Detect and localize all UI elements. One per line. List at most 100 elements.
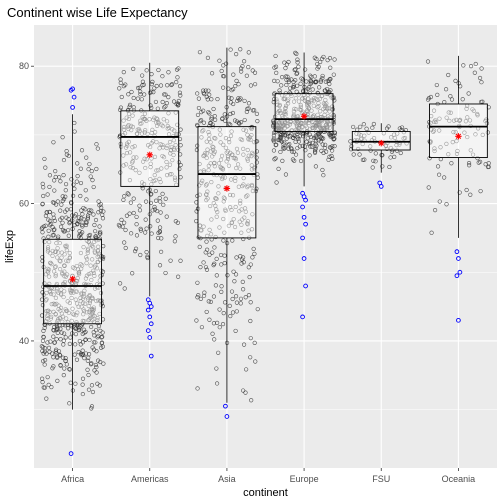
data-point bbox=[48, 260, 53, 266]
data-point bbox=[139, 121, 144, 126]
data-point bbox=[62, 263, 67, 268]
data-point bbox=[176, 102, 181, 107]
data-point bbox=[126, 192, 131, 197]
data-point bbox=[126, 116, 131, 122]
data-point bbox=[157, 225, 163, 230]
data-point bbox=[176, 147, 181, 153]
data-point bbox=[245, 193, 250, 198]
data-point bbox=[318, 79, 323, 85]
data-point bbox=[168, 151, 173, 156]
data-point bbox=[370, 125, 375, 130]
data-point bbox=[158, 199, 163, 204]
data-point bbox=[129, 89, 134, 95]
data-point bbox=[55, 378, 60, 383]
data-point bbox=[44, 297, 49, 302]
data-point bbox=[325, 58, 330, 63]
data-point bbox=[84, 261, 89, 266]
data-point bbox=[42, 346, 48, 351]
data-point bbox=[73, 381, 78, 386]
data-point bbox=[76, 215, 82, 220]
data-point bbox=[207, 92, 212, 97]
data-point bbox=[173, 234, 178, 239]
data-point bbox=[128, 200, 133, 205]
data-point bbox=[321, 150, 326, 156]
data-point bbox=[87, 162, 92, 167]
data-point bbox=[153, 99, 159, 105]
data-point bbox=[160, 191, 165, 196]
data-point bbox=[324, 106, 330, 111]
outlier-point bbox=[454, 249, 460, 255]
data-point bbox=[273, 156, 278, 161]
data-point bbox=[79, 208, 84, 213]
data-point bbox=[283, 172, 289, 177]
data-point bbox=[293, 50, 298, 55]
data-point bbox=[225, 273, 230, 278]
data-point bbox=[306, 120, 311, 125]
data-point bbox=[93, 328, 99, 333]
data-point bbox=[85, 250, 90, 256]
data-point bbox=[208, 121, 213, 126]
data-point bbox=[87, 293, 92, 298]
data-point bbox=[148, 103, 153, 108]
data-point bbox=[122, 286, 127, 291]
data-point bbox=[127, 102, 133, 107]
data-point bbox=[42, 156, 47, 162]
data-point bbox=[150, 127, 155, 132]
data-point bbox=[42, 362, 47, 367]
data-point bbox=[60, 220, 65, 225]
data-point bbox=[241, 146, 246, 151]
data-point bbox=[95, 381, 100, 386]
data-point bbox=[320, 142, 325, 147]
data-point bbox=[85, 367, 90, 372]
data-point bbox=[41, 359, 46, 364]
data-point bbox=[80, 376, 86, 381]
data-point bbox=[244, 367, 249, 372]
data-point bbox=[290, 128, 295, 133]
data-point bbox=[231, 269, 236, 274]
data-point bbox=[271, 139, 277, 144]
data-point bbox=[67, 250, 72, 256]
data-point bbox=[204, 94, 209, 99]
data-point bbox=[154, 198, 159, 203]
data-point bbox=[472, 70, 477, 75]
data-point bbox=[272, 65, 277, 70]
outlier-point bbox=[145, 328, 151, 333]
data-point bbox=[206, 168, 211, 173]
data-point bbox=[254, 160, 259, 165]
data-point bbox=[357, 152, 362, 157]
data-point bbox=[232, 224, 238, 230]
data-point bbox=[130, 145, 135, 150]
data-point bbox=[282, 146, 287, 151]
data-point bbox=[235, 98, 240, 104]
data-point bbox=[466, 160, 472, 166]
data-point bbox=[160, 153, 165, 159]
data-point bbox=[222, 230, 227, 235]
data-point bbox=[444, 202, 449, 207]
outlier-point bbox=[378, 184, 384, 189]
data-point bbox=[122, 220, 127, 225]
data-point bbox=[298, 107, 304, 113]
data-point bbox=[51, 233, 56, 238]
data-point bbox=[94, 238, 99, 243]
data-point bbox=[122, 240, 127, 245]
data-point bbox=[245, 222, 250, 227]
outlier-point bbox=[70, 86, 75, 92]
data-point bbox=[167, 172, 173, 177]
data-point bbox=[245, 221, 250, 226]
data-point bbox=[117, 224, 122, 229]
data-point bbox=[131, 196, 136, 201]
data-point bbox=[142, 130, 147, 135]
data-point bbox=[245, 158, 250, 163]
data-point bbox=[61, 342, 66, 347]
data-point bbox=[61, 157, 67, 163]
data-point bbox=[100, 216, 106, 221]
data-point bbox=[244, 109, 249, 114]
data-point bbox=[253, 82, 258, 87]
data-point bbox=[476, 160, 481, 165]
data-point bbox=[468, 192, 473, 197]
data-point bbox=[284, 77, 289, 82]
data-point bbox=[64, 316, 69, 321]
data-point bbox=[134, 155, 139, 160]
data-point bbox=[356, 132, 362, 137]
data-point bbox=[230, 193, 236, 198]
